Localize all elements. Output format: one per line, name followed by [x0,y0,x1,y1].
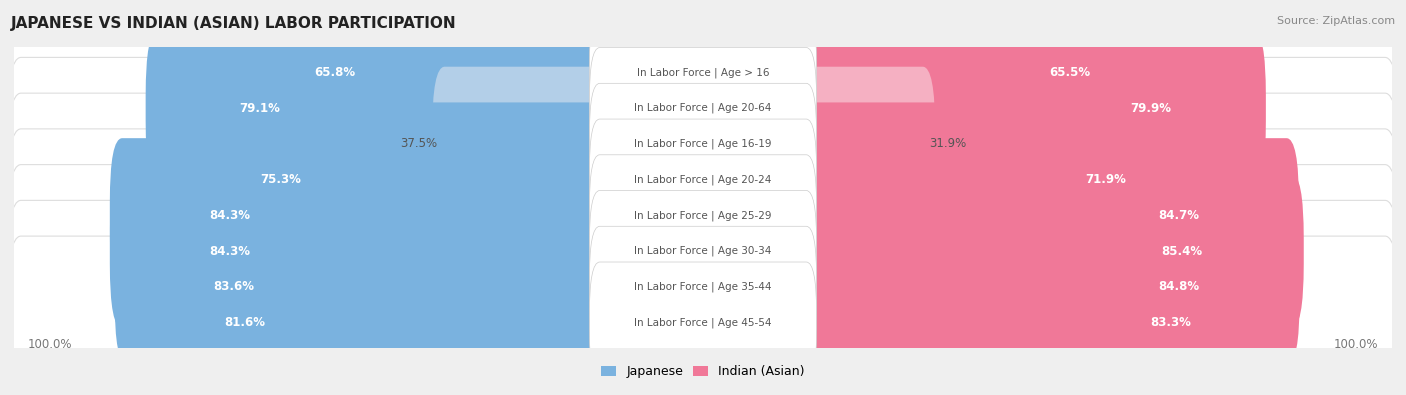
Text: 65.8%: 65.8% [314,66,356,79]
FancyBboxPatch shape [7,236,1399,395]
FancyBboxPatch shape [787,245,1289,395]
FancyBboxPatch shape [7,165,1399,338]
Text: 84.8%: 84.8% [1159,280,1199,293]
Text: In Labor Force | Age 20-24: In Labor Force | Age 20-24 [634,174,772,185]
Text: 100.0%: 100.0% [1334,338,1378,351]
Text: 84.3%: 84.3% [209,245,250,258]
FancyBboxPatch shape [787,0,1167,150]
Text: 100.0%: 100.0% [28,338,72,351]
FancyBboxPatch shape [128,245,619,395]
Text: In Labor Force | Age 25-29: In Labor Force | Age 25-29 [634,210,772,221]
Text: In Labor Force | Age 16-19: In Labor Force | Age 16-19 [634,139,772,149]
FancyBboxPatch shape [589,226,817,348]
Text: In Labor Force | Age 20-64: In Labor Force | Age 20-64 [634,103,772,113]
FancyBboxPatch shape [110,138,619,293]
FancyBboxPatch shape [787,174,1303,328]
Legend: Japanese, Indian (Asian): Japanese, Indian (Asian) [596,360,810,384]
FancyBboxPatch shape [787,210,1299,364]
FancyBboxPatch shape [115,210,619,364]
Text: 81.6%: 81.6% [225,316,266,329]
FancyBboxPatch shape [7,129,1399,302]
FancyBboxPatch shape [7,57,1399,230]
Text: In Labor Force | Age 30-34: In Labor Force | Age 30-34 [634,246,772,256]
FancyBboxPatch shape [7,93,1399,266]
FancyBboxPatch shape [589,190,817,312]
FancyBboxPatch shape [172,102,619,257]
FancyBboxPatch shape [589,47,817,169]
FancyBboxPatch shape [7,200,1399,373]
Text: 84.3%: 84.3% [209,209,250,222]
FancyBboxPatch shape [787,102,1211,257]
FancyBboxPatch shape [146,31,619,185]
FancyBboxPatch shape [589,119,817,240]
FancyBboxPatch shape [589,262,817,383]
Text: 65.5%: 65.5% [1049,66,1091,79]
Text: 83.6%: 83.6% [214,280,254,293]
FancyBboxPatch shape [589,83,817,205]
Text: 84.7%: 84.7% [1159,209,1199,222]
FancyBboxPatch shape [589,155,817,276]
FancyBboxPatch shape [110,174,619,328]
FancyBboxPatch shape [787,31,1265,185]
Text: In Labor Force | Age 35-44: In Labor Force | Age 35-44 [634,282,772,292]
Text: JAPANESE VS INDIAN (ASIAN) LABOR PARTICIPATION: JAPANESE VS INDIAN (ASIAN) LABOR PARTICI… [11,16,457,31]
Text: 75.3%: 75.3% [260,173,301,186]
Text: In Labor Force | Age > 16: In Labor Force | Age > 16 [637,67,769,78]
FancyBboxPatch shape [787,138,1299,293]
Text: 71.9%: 71.9% [1085,173,1126,186]
Text: Source: ZipAtlas.com: Source: ZipAtlas.com [1277,16,1395,26]
Text: 79.9%: 79.9% [1130,102,1171,115]
FancyBboxPatch shape [432,67,619,221]
Text: 83.3%: 83.3% [1150,316,1191,329]
Text: 31.9%: 31.9% [929,137,967,150]
Text: In Labor Force | Age 45-54: In Labor Force | Age 45-54 [634,317,772,328]
Text: 85.4%: 85.4% [1161,245,1202,258]
FancyBboxPatch shape [787,67,935,221]
FancyBboxPatch shape [7,0,1399,159]
FancyBboxPatch shape [238,0,619,150]
FancyBboxPatch shape [589,12,817,133]
Text: 37.5%: 37.5% [401,137,437,150]
Text: 79.1%: 79.1% [239,102,280,115]
FancyBboxPatch shape [7,22,1399,195]
